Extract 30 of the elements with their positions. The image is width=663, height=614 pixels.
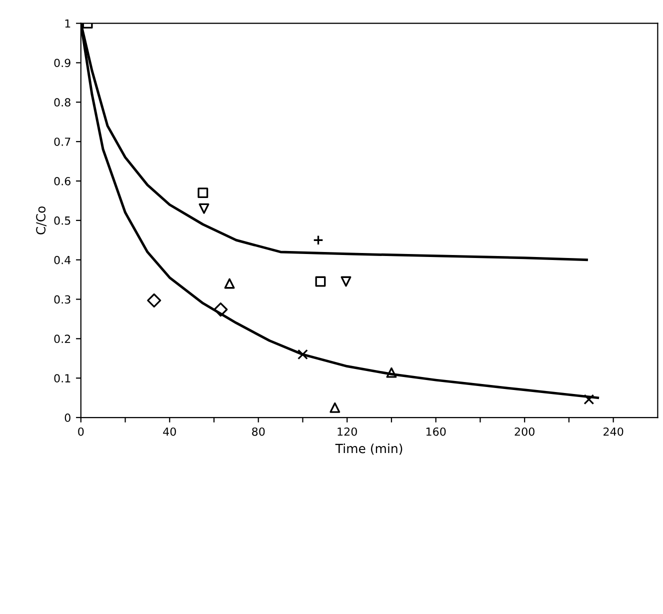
y-axis-title: C/Co (36, 206, 46, 234)
y-tick-label: 0.9 (54, 58, 70, 68)
point (214, 302, 228, 317)
y-tick-label: 0 (64, 413, 70, 422)
point (147, 293, 162, 308)
y-tick-label: 0.3 (54, 295, 70, 304)
y-tick-label: 0.8 (54, 98, 70, 107)
point (198, 188, 208, 198)
point (224, 278, 235, 289)
y-tick-label: 1 (65, 19, 70, 28)
x-tick-label: 240 (604, 427, 624, 436)
point (315, 276, 326, 287)
point (386, 367, 397, 378)
y-tick-label: 0.6 (54, 176, 70, 186)
point (198, 203, 210, 214)
x-tick-label: 0 (78, 427, 84, 436)
x-tick-label: 160 (426, 427, 446, 436)
y-tick-label: 0.2 (54, 334, 70, 344)
point (584, 394, 594, 405)
point (340, 276, 352, 287)
x-tick-label: 120 (338, 427, 357, 436)
y-tick-label: 0.7 (54, 138, 70, 146)
x-tick-label: 80 (252, 427, 265, 436)
y-tick-label: 0.4 (54, 256, 71, 264)
x-tick-label: 200 (514, 427, 534, 436)
x-axis-title: Time (min) (335, 444, 402, 455)
point (330, 402, 340, 413)
x-tick-label: 40 (163, 427, 176, 436)
y-tick-label: 0.5 (54, 216, 70, 225)
y-tick-label: 0.1 (54, 374, 70, 382)
